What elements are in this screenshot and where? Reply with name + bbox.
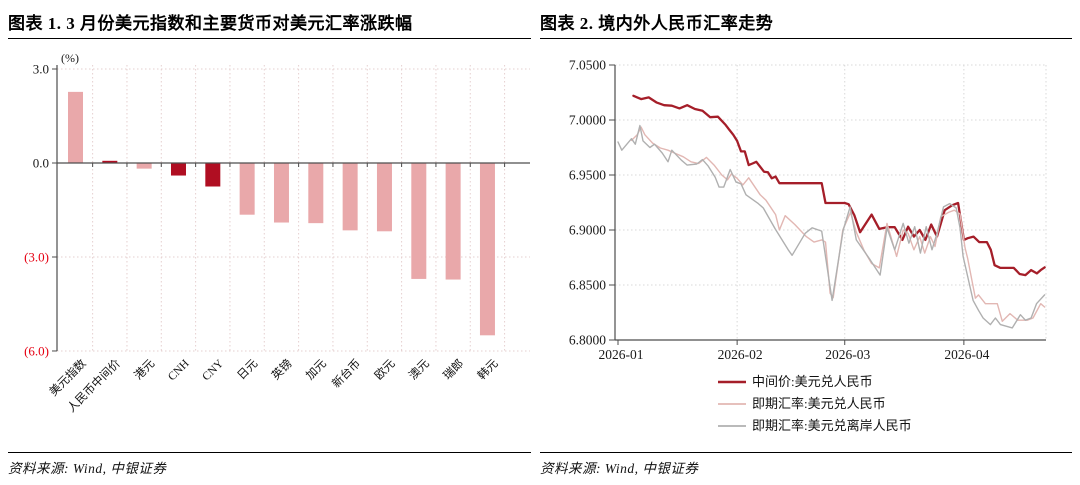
x-category-label: 港元 (132, 357, 158, 383)
y-tick-label: 6.9500 (569, 168, 606, 183)
bar-美元指数 (68, 91, 83, 163)
bar-澳元 (411, 163, 427, 279)
y-tick-label: (6.0) (24, 343, 49, 358)
bar-欧元 (376, 163, 392, 232)
bar-加元 (308, 163, 324, 224)
chart1-title-rule (8, 38, 531, 39)
y-tick-label: (3.0) (24, 249, 49, 264)
bar-港元 (136, 163, 152, 169)
bar-瑞郎 (445, 163, 461, 280)
x-category-label: 欧元 (372, 357, 398, 383)
y-tick-label: 6.8000 (569, 333, 606, 348)
x-tick-label: 2026-01 (599, 347, 644, 362)
x-tick-label: 2026-02 (718, 347, 763, 362)
y-tick-label: 6.8500 (569, 278, 606, 293)
series-line-pink_line (630, 126, 1046, 322)
line-chart-rmb-trend: 7.05007.00006.95006.90006.85006.80002026… (569, 58, 1047, 433)
x-tick-label: 2026-03 (825, 347, 870, 362)
x-category-label: 加元 (303, 357, 329, 383)
x-category-label: 澳元 (406, 357, 432, 383)
y-axis-unit-label: (%) (61, 51, 79, 65)
bar-chart-fx-changes: 3.00.0(3.0)(6.0)(%)美元指数人民币中间价 港元 CNH CNY 日元英… (24, 51, 530, 415)
chart2-footer-rule (540, 452, 1072, 453)
y-tick-label: 0.0 (33, 156, 49, 171)
series-line-gray_line (617, 124, 1046, 329)
bar-韩元 (479, 163, 495, 336)
chart2-title-rule (540, 38, 1072, 39)
chart1-title: 图表 1. 3 月份美元指数和主要货币对美元汇率涨跌幅 (8, 14, 413, 33)
y-tick-label: 3.0 (33, 62, 49, 77)
chart1-source: 资料来源: Wind, 中银证券 (8, 461, 167, 476)
legend-label: 中间价:美元兑人民币 (752, 374, 873, 389)
y-tick-label: 7.0000 (569, 113, 606, 128)
chart1-footer-rule (8, 452, 531, 453)
x-category-label: 英镑 (268, 356, 294, 382)
bar-CNH (170, 163, 186, 176)
x-category-label: CNH (166, 358, 192, 384)
y-tick-label: 7.0500 (569, 58, 606, 73)
chart2-title: 图表 2. 境内外人民币汇率走势 (540, 14, 774, 33)
bar-新台币 (342, 163, 358, 231)
x-category-label: 日元 (236, 357, 261, 382)
x-tick-label: 2026-04 (944, 347, 989, 362)
bar-英镑 (273, 163, 289, 223)
legend-label: 即期汇率:美元兑离岸人民币 (752, 418, 912, 433)
legend-label: 即期汇率:美元兑人民币 (752, 396, 886, 411)
chart2-source: 资料来源: Wind, 中银证券 (540, 461, 699, 476)
x-category-label: 新台币 (329, 356, 363, 390)
series-line-red_line (632, 94, 1046, 277)
x-category-label: 韩元 (474, 356, 501, 383)
bar-CNY (205, 163, 221, 187)
y-tick-label: 6.9000 (569, 223, 606, 238)
bar-日元 (239, 163, 255, 215)
x-category-label: CNY (200, 357, 226, 383)
x-category-label: 瑞郎 (440, 356, 466, 382)
bar-人民币中间价 (102, 160, 118, 163)
